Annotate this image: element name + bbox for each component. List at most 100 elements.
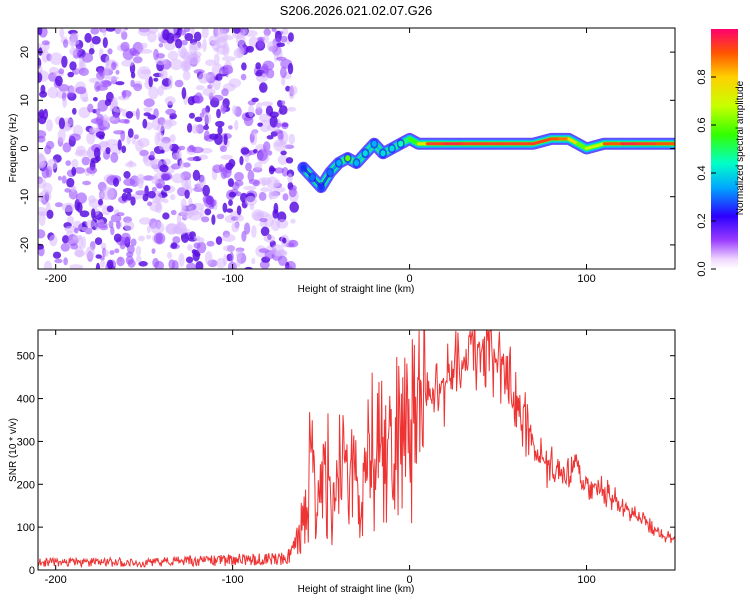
noise-speckle: [281, 121, 289, 130]
snr-y-tick-label: 400: [17, 394, 35, 406]
noise-speckle: [163, 184, 171, 191]
noise-speckle: [154, 132, 161, 146]
noise-speckle: [114, 248, 120, 254]
noise-speckle: [234, 179, 244, 187]
noise-speckle: [211, 214, 216, 225]
noise-speckle: [284, 265, 293, 269]
noise-speckle: [187, 157, 197, 161]
noise-speckle: [185, 256, 194, 264]
noise-speckle: [269, 111, 279, 118]
snr-x-ticks: -200 -100 0 100: [45, 330, 596, 586]
noise-speckle: [103, 66, 109, 80]
noise-speckle: [107, 75, 120, 81]
noise-speckle: [63, 39, 69, 48]
noise-speckle: [138, 137, 150, 148]
noise-speckle: [201, 28, 209, 39]
noise-speckle: [88, 48, 95, 55]
noise-speckle: [220, 154, 233, 160]
noise-speckle: [116, 212, 125, 217]
noise-speckle: [170, 242, 178, 249]
noise-speckle: [67, 71, 74, 78]
noise-speckle: [82, 96, 89, 103]
noise-speckle: [181, 39, 188, 46]
noise-speckle: [160, 69, 168, 80]
noise-speckle: [228, 125, 233, 130]
noise-speckle: [113, 233, 122, 243]
noise-speckle: [240, 147, 250, 155]
noise-speckle: [88, 77, 103, 84]
noise-speckle: [287, 106, 296, 112]
colorbar-tick-label: 0.2: [696, 213, 708, 228]
noise-speckle: [234, 171, 244, 182]
noise-speckle: [177, 187, 187, 197]
noise-speckle: [270, 218, 281, 232]
noise-speckle: [150, 221, 165, 235]
spectrogram-y-ticks: -20 -10 0 10 20: [19, 46, 675, 253]
noise-speckle: [61, 55, 68, 68]
noise-speckle: [157, 32, 163, 39]
noise-speckle: [145, 234, 152, 240]
noise-speckle: [74, 249, 86, 257]
noise-speckle: [287, 62, 294, 75]
noise-speckle: [272, 186, 286, 193]
noise-speckle: [130, 79, 135, 88]
noise-speckle: [241, 230, 247, 242]
noise-speckle: [49, 52, 63, 65]
noise-speckle: [276, 56, 287, 61]
noise-speckle: [260, 101, 274, 107]
noise-speckle: [123, 220, 135, 231]
noise-speckle: [120, 41, 130, 52]
noise-speckle: [135, 108, 140, 120]
noise-speckle: [39, 90, 48, 98]
noise-speckle: [162, 29, 170, 41]
noise-speckle: [255, 107, 263, 116]
noise-speckle: [121, 145, 127, 154]
noise-speckle: [263, 234, 276, 243]
noise-speckle: [143, 107, 153, 112]
noise-speckle: [95, 131, 106, 139]
noise-speckle: [287, 173, 293, 184]
noise-speckle: [47, 158, 58, 170]
snr-y-tick-label: 0: [29, 565, 35, 577]
noise-speckle: [105, 55, 110, 67]
noise-speckle: [215, 73, 223, 81]
noise-speckle: [139, 217, 152, 225]
noise-speckle: [62, 97, 67, 108]
noise-speckle: [241, 62, 247, 71]
noise-speckle: [200, 147, 213, 154]
noise-speckle: [116, 256, 125, 267]
snr-x-tick-label: 0: [407, 574, 413, 586]
noise-speckle: [251, 225, 257, 239]
noise-speckle: [277, 154, 289, 165]
snr-x-tick-label: -200: [45, 574, 67, 586]
noise-speckle: [146, 225, 151, 234]
noise-speckle: [88, 195, 96, 204]
track-blob-core: [309, 174, 315, 181]
noise-speckle: [202, 73, 212, 79]
noise-speckle: [178, 253, 185, 267]
noise-speckle: [280, 66, 287, 79]
colorbar-gradient: [711, 29, 738, 269]
noise-speckle: [187, 244, 193, 251]
noise-speckle: [186, 262, 196, 269]
noise-speckle: [198, 154, 209, 160]
noise-speckle: [236, 32, 246, 46]
noise-speckle: [130, 238, 137, 247]
noise-speckle: [148, 28, 159, 34]
track-blob-core: [398, 140, 404, 147]
noise-speckle: [196, 181, 203, 189]
noise-speckle: [133, 134, 139, 140]
track-segment: [567, 137, 580, 146]
noise-speckle: [58, 117, 65, 130]
noise-speckle: [79, 210, 90, 218]
noise-speckle: [68, 189, 78, 200]
noise-speckle: [233, 48, 243, 59]
noise-speckle: [41, 166, 50, 179]
noise-speckle: [258, 248, 269, 254]
track-blob-core: [371, 140, 377, 147]
noise-speckle: [103, 249, 109, 257]
noise-speckle: [95, 254, 102, 259]
noise-speckle: [202, 87, 216, 97]
noise-speckle: [105, 116, 116, 122]
noise-speckle: [133, 56, 143, 64]
